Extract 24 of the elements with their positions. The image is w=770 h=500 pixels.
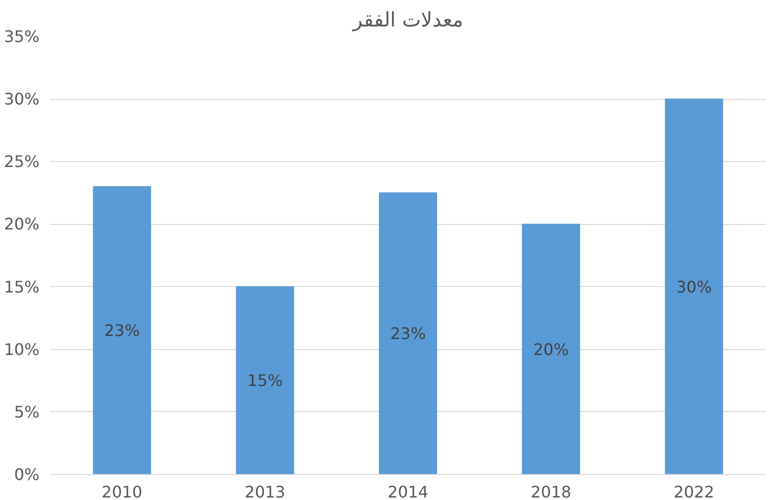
bar bbox=[522, 224, 580, 474]
y-tick-label: 0% bbox=[14, 465, 40, 484]
y-tick-label: 5% bbox=[14, 402, 40, 422]
data-label: 15% bbox=[247, 371, 283, 390]
y-tick-label: 10% bbox=[4, 340, 40, 359]
x-tick-label: 2018 bbox=[530, 482, 572, 500]
x-tick-label: 2013 bbox=[244, 482, 286, 500]
chart-title: معدلات الفقر bbox=[352, 8, 464, 32]
y-tick-label: 35% bbox=[4, 27, 40, 46]
data-label: 20% bbox=[533, 340, 569, 359]
data-label: 23% bbox=[390, 324, 426, 344]
x-tick-label: 2022 bbox=[674, 482, 714, 500]
y-tick-label: 20% bbox=[4, 214, 40, 234]
data-label: 30% bbox=[676, 277, 712, 296]
data-label: 23% bbox=[104, 321, 140, 340]
x-tick-label: 2010 bbox=[102, 482, 142, 500]
y-tick-label: 30% bbox=[4, 90, 40, 109]
bar bbox=[92, 186, 152, 474]
x-tick-label: 2014 bbox=[388, 482, 428, 500]
y-tick-label: 15% bbox=[4, 277, 40, 296]
bar bbox=[664, 98, 724, 474]
bar bbox=[236, 286, 294, 474]
y-tick-label: 25% bbox=[4, 152, 40, 172]
bar bbox=[378, 192, 438, 474]
